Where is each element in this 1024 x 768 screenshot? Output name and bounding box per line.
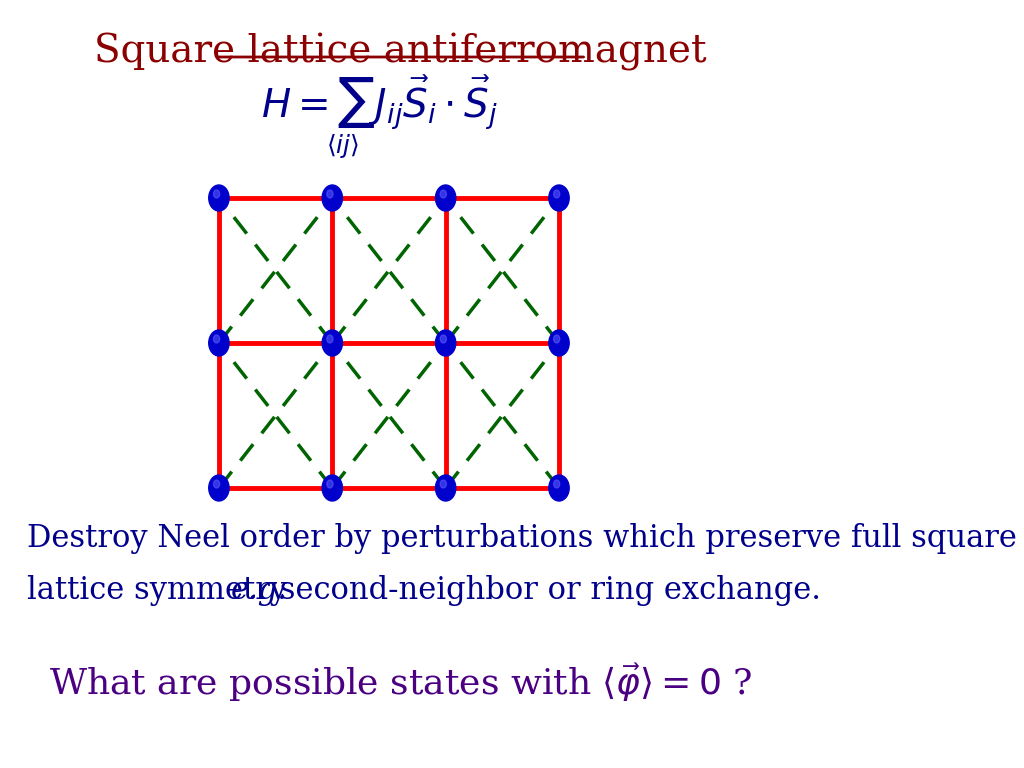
Circle shape bbox=[440, 480, 446, 488]
Circle shape bbox=[213, 190, 220, 198]
Text: second-neighbor or ring exchange.: second-neighbor or ring exchange. bbox=[269, 575, 820, 606]
Circle shape bbox=[554, 480, 560, 488]
Text: lattice symmetry: lattice symmetry bbox=[28, 575, 297, 606]
Circle shape bbox=[209, 330, 229, 356]
Circle shape bbox=[435, 330, 456, 356]
Circle shape bbox=[213, 480, 220, 488]
Circle shape bbox=[327, 480, 333, 488]
Circle shape bbox=[327, 335, 333, 343]
Circle shape bbox=[323, 475, 342, 501]
Circle shape bbox=[435, 185, 456, 211]
Circle shape bbox=[549, 475, 569, 501]
Text: What are possible states with $\langle\vec{\varphi}\rangle = 0$ ?: What are possible states with $\langle\v… bbox=[48, 661, 752, 704]
Text: Square lattice antiferromagnet: Square lattice antiferromagnet bbox=[94, 33, 707, 71]
Circle shape bbox=[213, 335, 220, 343]
Circle shape bbox=[323, 330, 342, 356]
Text: Destroy Neel order by perturbations which preserve full square: Destroy Neel order by perturbations whic… bbox=[28, 523, 1017, 554]
Circle shape bbox=[440, 190, 446, 198]
Circle shape bbox=[209, 475, 229, 501]
Circle shape bbox=[327, 190, 333, 198]
Text: $H = \sum J_{ij}\vec{S}_i \cdot \vec{S}_j$: $H = \sum J_{ij}\vec{S}_i \cdot \vec{S}_… bbox=[260, 73, 498, 133]
Circle shape bbox=[554, 190, 560, 198]
Text: e.g.: e.g. bbox=[230, 575, 288, 606]
Circle shape bbox=[323, 185, 342, 211]
Circle shape bbox=[440, 335, 446, 343]
Circle shape bbox=[209, 185, 229, 211]
Text: $\langle ij\rangle$: $\langle ij\rangle$ bbox=[326, 132, 359, 160]
Circle shape bbox=[549, 185, 569, 211]
Circle shape bbox=[435, 475, 456, 501]
Circle shape bbox=[549, 330, 569, 356]
Circle shape bbox=[554, 335, 560, 343]
